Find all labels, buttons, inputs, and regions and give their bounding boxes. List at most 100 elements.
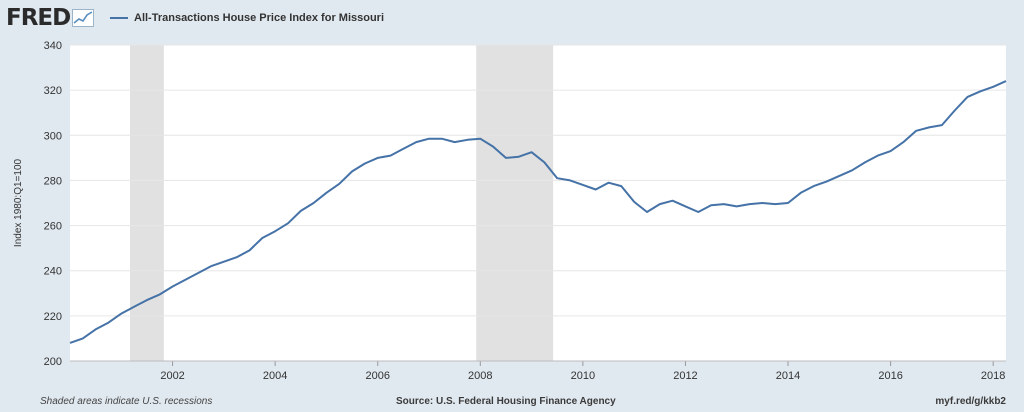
- data-point[interactable]: [285, 220, 291, 226]
- data-point[interactable]: [131, 304, 137, 310]
- data-point[interactable]: [618, 183, 624, 189]
- data-point[interactable]: [452, 139, 458, 145]
- data-point[interactable]: [606, 180, 612, 186]
- data-point[interactable]: [272, 228, 278, 234]
- data-point[interactable]: [682, 203, 688, 209]
- recession-band-0: [130, 45, 164, 361]
- y-axis-label: Index 1980:Q1=100: [13, 159, 24, 248]
- data-point[interactable]: [772, 201, 778, 207]
- chart-header: FRED All-Transactions House Price Index …: [0, 0, 1024, 36]
- y-tick-label-300: 300: [44, 130, 62, 142]
- data-point[interactable]: [170, 284, 176, 290]
- data-point[interactable]: [247, 247, 253, 253]
- data-point[interactable]: [747, 201, 753, 207]
- x-tick-label-2010: 2010: [571, 370, 595, 382]
- y-tick-label-340: 340: [44, 40, 62, 52]
- data-point[interactable]: [567, 177, 573, 183]
- data-point[interactable]: [811, 183, 817, 189]
- x-tick-label-2008: 2008: [468, 370, 492, 382]
- data-point[interactable]: [105, 320, 111, 326]
- data-point[interactable]: [670, 198, 676, 204]
- data-point[interactable]: [990, 84, 996, 90]
- data-point[interactable]: [862, 159, 868, 165]
- data-point[interactable]: [554, 175, 560, 181]
- data-point[interactable]: [695, 209, 701, 215]
- data-point[interactable]: [400, 146, 406, 152]
- data-point[interactable]: [67, 340, 73, 346]
- x-tick-label-2018: 2018: [981, 370, 1005, 382]
- data-point[interactable]: [477, 136, 483, 142]
- data-point[interactable]: [529, 149, 535, 155]
- data-point[interactable]: [182, 277, 188, 283]
- data-point[interactable]: [259, 235, 265, 241]
- data-point[interactable]: [311, 200, 317, 206]
- x-tick-label-2006: 2006: [365, 370, 389, 382]
- data-point[interactable]: [759, 200, 765, 206]
- data-point[interactable]: [913, 128, 919, 134]
- data-point[interactable]: [900, 139, 906, 145]
- y-tick-label-260: 260: [44, 221, 62, 233]
- legend-label: All-Transactions House Price Index for M…: [134, 12, 385, 24]
- data-point[interactable]: [362, 161, 368, 167]
- series-line-0: [69, 80, 1007, 344]
- data-point[interactable]: [708, 202, 714, 208]
- y-tick-label-220: 220: [44, 311, 62, 323]
- data-point[interactable]: [93, 326, 99, 332]
- recession-note: Shaded areas indicate U.S. recessions: [40, 396, 213, 407]
- data-point[interactable]: [80, 335, 86, 341]
- data-point[interactable]: [195, 270, 201, 276]
- data-point[interactable]: [221, 259, 227, 265]
- data-point[interactable]: [952, 107, 958, 113]
- data-point[interactable]: [888, 148, 894, 154]
- fred-logo[interactable]: FRED: [6, 4, 95, 32]
- data-point[interactable]: [208, 263, 214, 269]
- short-link[interactable]: myf.red/g/kkb2: [935, 396, 1006, 407]
- data-point[interactable]: [388, 153, 394, 159]
- data-point[interactable]: [580, 182, 586, 188]
- data-point[interactable]: [503, 155, 509, 161]
- data-point[interactable]: [490, 144, 496, 150]
- data-point[interactable]: [234, 254, 240, 260]
- data-point[interactable]: [375, 155, 381, 161]
- data-point[interactable]: [541, 159, 547, 165]
- data-point[interactable]: [426, 136, 432, 142]
- data-point[interactable]: [849, 167, 855, 173]
- data-point[interactable]: [644, 209, 650, 215]
- data-point[interactable]: [631, 199, 637, 205]
- data-point[interactable]: [336, 181, 342, 187]
- data-point[interactable]: [439, 136, 445, 142]
- data-point[interactable]: [798, 190, 804, 196]
- legend-swatch: [110, 17, 128, 19]
- data-point[interactable]: [157, 291, 163, 297]
- data-point[interactable]: [721, 201, 727, 207]
- data-point[interactable]: [734, 203, 740, 209]
- data-point[interactable]: [875, 153, 881, 159]
- x-tick-label-2014: 2014: [776, 370, 800, 382]
- recession-band-1: [476, 45, 554, 361]
- y-tick-label-280: 280: [44, 175, 62, 187]
- x-tick-label-2004: 2004: [263, 370, 287, 382]
- data-point[interactable]: [349, 168, 355, 174]
- y-tick-label-320: 320: [44, 85, 62, 97]
- data-point[interactable]: [144, 297, 150, 303]
- data-point[interactable]: [657, 201, 663, 207]
- data-point[interactable]: [977, 88, 983, 94]
- data-point[interactable]: [926, 124, 932, 130]
- data-point[interactable]: [413, 139, 419, 145]
- data-point[interactable]: [593, 186, 599, 192]
- data-point[interactable]: [939, 122, 945, 128]
- x-tick-label-2016: 2016: [878, 370, 902, 382]
- legend: All-Transactions House Price Index for M…: [110, 8, 384, 28]
- fred-logo-text: FRED: [6, 5, 71, 31]
- data-point[interactable]: [1003, 78, 1009, 84]
- data-point[interactable]: [298, 208, 304, 214]
- data-point[interactable]: [118, 311, 124, 317]
- data-point[interactable]: [965, 94, 971, 100]
- data-point[interactable]: [464, 137, 470, 143]
- data-point[interactable]: [323, 190, 329, 196]
- data-point[interactable]: [836, 173, 842, 179]
- y-tick-label-200: 200: [44, 356, 62, 368]
- data-point[interactable]: [785, 200, 791, 206]
- data-point[interactable]: [516, 154, 522, 160]
- data-point[interactable]: [823, 179, 829, 185]
